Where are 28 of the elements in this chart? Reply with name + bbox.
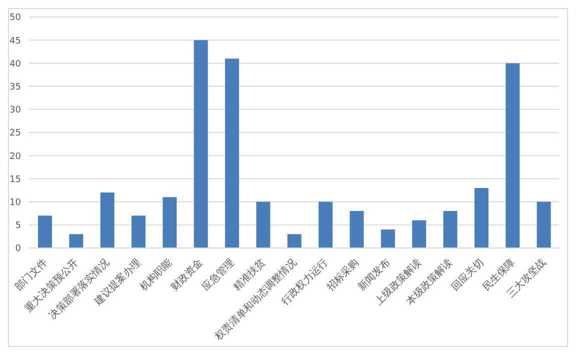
- y-tick-label: 45: [10, 36, 21, 46]
- y-tick-label: 50: [10, 13, 22, 24]
- bar: [256, 202, 270, 248]
- y-tick-label: 15: [10, 174, 21, 185]
- bar: [474, 188, 488, 248]
- bar: [506, 63, 520, 248]
- bar: [318, 202, 333, 248]
- y-tick-label: 30: [10, 106, 22, 116]
- bar: [100, 192, 114, 248]
- bar: [380, 230, 395, 248]
- y-tick-label: 5: [15, 221, 21, 232]
- bar: [132, 216, 146, 248]
- y-tick-label: 10: [10, 198, 22, 208]
- y-tick-label: 20: [10, 152, 22, 162]
- y-tick-label: 0: [15, 244, 22, 254]
- bar: [225, 58, 240, 248]
- bar: [194, 40, 208, 248]
- bar: [69, 234, 84, 248]
- y-tick-label: 35: [10, 82, 21, 92]
- bar: [287, 234, 302, 248]
- bar: [412, 220, 426, 248]
- bar: [350, 211, 364, 248]
- bar: [443, 211, 458, 248]
- bar: [38, 216, 52, 248]
- bar: [536, 202, 551, 248]
- y-tick-label: 25: [10, 128, 21, 139]
- bar: [162, 197, 177, 248]
- y-tick-label: 40: [10, 59, 22, 70]
